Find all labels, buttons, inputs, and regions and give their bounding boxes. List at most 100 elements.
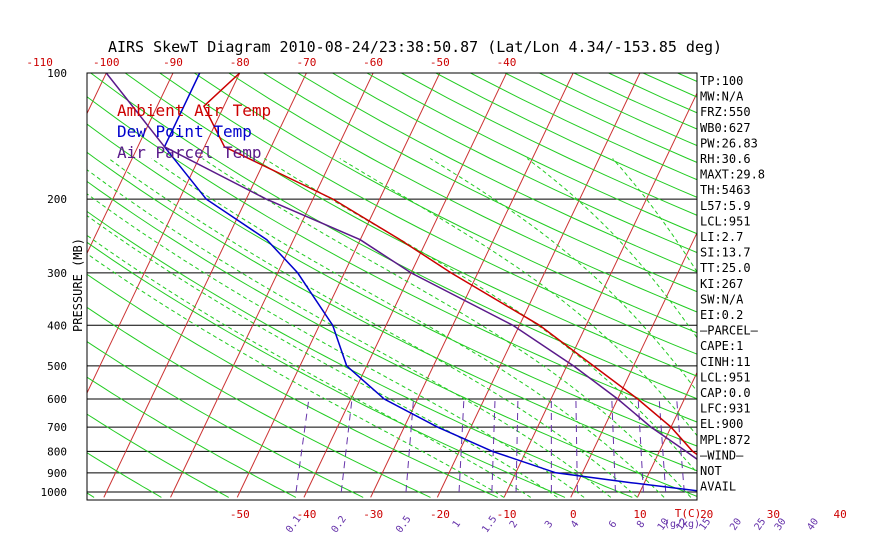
dry-adiabat-line — [228, 73, 697, 313]
moist-adiabat-line — [202, 158, 692, 498]
isotherm-line — [0, 64, 44, 498]
ambient-temp-line — [202, 73, 697, 456]
isotherm-line — [236, 73, 441, 498]
moist-adiabat-line — [87, 215, 558, 498]
pressure-tick-label: 900 — [47, 467, 67, 480]
isotherm-line — [771, 64, 870, 498]
top-tick-label: -90 — [163, 56, 183, 69]
isotherm-line — [636, 371, 697, 498]
dry-adiabat-line — [747, 73, 870, 497]
bottom-tick-label: -20 — [430, 508, 450, 521]
bottom-axis-unit: T(C) — [675, 507, 702, 520]
mixing-ratio-line — [676, 399, 685, 493]
pressure-tick-label: 500 — [47, 360, 67, 373]
plot-area — [0, 64, 870, 498]
index-entry: AVAIL — [700, 480, 736, 494]
dry-adiabat-line — [87, 123, 697, 447]
plot-frame — [86, 72, 698, 501]
isotherm-line — [503, 91, 697, 498]
dry-adiabat-line — [297, 73, 697, 273]
index-entry: CINH:11 — [700, 355, 751, 369]
index-entry: WB0:627 — [700, 121, 751, 135]
moist-adiabat-line — [87, 193, 585, 498]
legend-entry: Dew Point Temp — [117, 122, 252, 141]
mixing-ratio-line — [658, 399, 667, 493]
index-entry: —WIND— — [700, 448, 744, 462]
dry-adiabat-line — [332, 73, 697, 254]
index-entry: —PARCEL— — [700, 324, 759, 338]
index-entry: CAP:0.0 — [700, 386, 751, 400]
index-entry: LI:2.7 — [700, 230, 743, 244]
dry-adiabat-line — [87, 241, 566, 498]
top-tick-label: -70 — [296, 56, 316, 69]
pressure-tick-label: 400 — [47, 319, 67, 332]
mixing-ratio-label: 6 — [607, 519, 619, 530]
index-entry: NOT — [700, 464, 722, 478]
mixing-ratio-line — [340, 398, 353, 493]
mixing-ratio-line — [750, 399, 762, 492]
top-tick-label: -110 — [26, 56, 53, 69]
pressure-tick-label: 200 — [47, 193, 67, 206]
dry-adiabat-line — [87, 376, 297, 498]
pressure-tick-label: 800 — [47, 445, 67, 458]
index-entry: SW:N/A — [700, 292, 744, 306]
mixing-ratio-unit: (g/kg) — [664, 519, 700, 530]
isotherm-line — [570, 231, 697, 498]
moist-adiabat-line — [151, 158, 665, 498]
mixing-ratio-line — [800, 399, 816, 492]
dry-adiabat-line — [194, 73, 697, 334]
moist-adiabat-line — [108, 158, 638, 498]
dry-adiabat-line — [850, 73, 870, 497]
index-entry: CAPE:1 — [700, 339, 743, 353]
mixing-ratio-label: 0.5 — [394, 514, 413, 535]
bottom-tick-label: -10 — [497, 508, 517, 521]
mixing-ratio-line — [611, 399, 616, 493]
dry-adiabat-line — [504, 73, 697, 164]
bottom-tick-label: -50 — [230, 508, 250, 521]
mixing-ratio-label: 2 — [508, 519, 520, 530]
moist-adiabat-line — [526, 158, 697, 339]
isotherm-line — [103, 73, 307, 498]
dry-adiabat-line — [87, 413, 229, 498]
moist-adiabat-line — [87, 253, 505, 498]
index-entry: L57:5.9 — [700, 199, 751, 213]
top-tick-label: -50 — [430, 56, 450, 69]
pressure-tick-label: 600 — [47, 393, 67, 406]
index-entry: PW:26.83 — [700, 136, 758, 150]
chart-title: AIRS SkewT Diagram 2010-08-24/23:38:50.8… — [108, 38, 722, 56]
dry-adiabat-line — [124, 73, 697, 377]
mixing-ratio-label: 3 — [543, 519, 555, 530]
dry-adiabat-line — [87, 452, 162, 498]
y-axis-label: PRESSURE (MB) — [71, 238, 85, 332]
mixing-ratio-line — [491, 399, 496, 493]
dry-adiabat-line — [159, 73, 697, 355]
mixing-ratio-label: 0.2 — [330, 514, 349, 535]
mixing-ratio-label: 4 — [569, 519, 581, 530]
index-entry: TP:100 — [700, 74, 743, 88]
mixing-ratio-line — [637, 399, 644, 493]
bottom-tick-label: 30 — [767, 508, 780, 521]
dry-adiabat-line — [87, 273, 498, 498]
index-entry: MW:N/A — [700, 90, 744, 104]
legend-entry: Ambient Air Temp — [117, 101, 271, 120]
mixing-ratio-line — [769, 399, 783, 492]
pressure-tick-label: 300 — [47, 267, 67, 280]
index-entry: LCL:951 — [700, 370, 751, 384]
mixing-ratio-line — [515, 399, 519, 493]
index-entry: FRZ:550 — [700, 105, 751, 119]
isotherm-line — [87, 73, 241, 395]
index-entry: MAXT:29.8 — [700, 168, 765, 182]
index-entry: SI:13.7 — [700, 246, 751, 260]
bottom-tick-label: 0 — [570, 508, 577, 521]
mixing-ratio-label: 20 — [728, 516, 744, 532]
isotherm-line — [170, 73, 374, 498]
dry-adiabat-line — [781, 73, 870, 497]
isotherm-line — [87, 73, 174, 255]
dry-adiabat-line — [87, 210, 633, 498]
isotherm-line — [303, 73, 508, 498]
dry-adiabat-line — [90, 73, 697, 400]
mixing-ratio-line — [575, 399, 578, 493]
axes: 0.1 0.2 0.5 1 1.5 2 3 4 6 8 10 12 15 20 25 30 40(g/kg)-1… — [26, 56, 846, 535]
index-entry: KI:267 — [700, 277, 743, 291]
